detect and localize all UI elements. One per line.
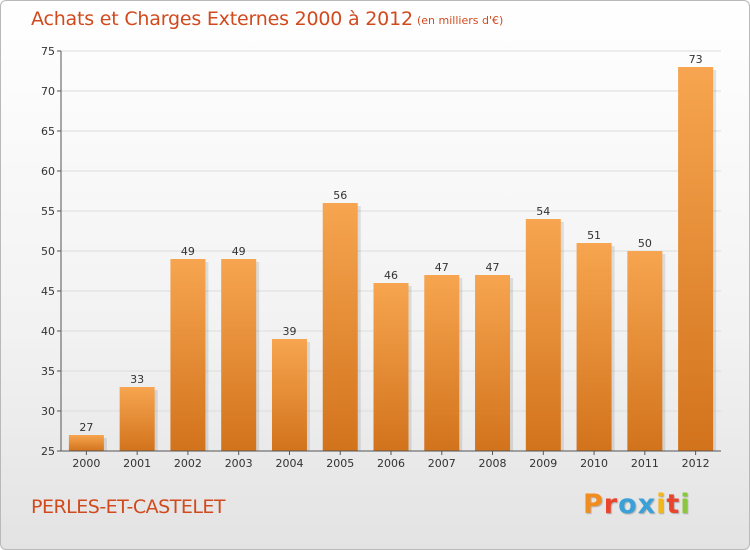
proxiti-logo[interactable]: Proxiti — [583, 489, 691, 520]
x-tick-label: 2004 — [275, 457, 303, 470]
y-tick-label: 45 — [41, 285, 55, 298]
x-tick-label: 2000 — [72, 457, 100, 470]
x-tick-label: 2010 — [580, 457, 608, 470]
data-label: 49 — [232, 245, 246, 258]
bar-2002 — [170, 259, 206, 451]
data-label: 33 — [130, 373, 144, 386]
logo-letter: t — [666, 489, 681, 520]
x-tick-label: 2007 — [428, 457, 456, 470]
bar-2007 — [424, 275, 460, 451]
data-label: 51 — [587, 229, 601, 242]
x-tick-label: 2005 — [326, 457, 354, 470]
chart-title: Achats et Charges Externes 2000 à 2012 — [31, 8, 413, 30]
logo-letter: i — [656, 489, 667, 520]
y-tick-label: 60 — [41, 165, 55, 178]
x-tick-label: 2006 — [377, 457, 405, 470]
bar-2012 — [678, 67, 714, 451]
data-label: 49 — [181, 245, 195, 258]
y-tick-label: 30 — [41, 405, 55, 418]
data-label: 56 — [333, 189, 347, 202]
x-tick-label: 2002 — [174, 457, 202, 470]
bar-2011 — [627, 251, 663, 451]
data-label: 50 — [638, 237, 652, 250]
x-tick-label: 2009 — [529, 457, 557, 470]
data-label: 47 — [486, 261, 500, 274]
y-tick-label: 50 — [41, 245, 55, 258]
x-tick-label: 2001 — [123, 457, 151, 470]
y-tick-label: 40 — [41, 325, 55, 338]
data-label: 73 — [689, 53, 703, 66]
x-tick-label: 2012 — [682, 457, 710, 470]
commune-name: PERLES-ET-CASTELET — [31, 496, 226, 518]
data-label: 46 — [384, 269, 398, 282]
bar-2003 — [221, 259, 257, 451]
bar-2008 — [475, 275, 511, 451]
bar-2009 — [525, 219, 561, 451]
y-tick-label: 55 — [41, 205, 55, 218]
y-tick-label: 35 — [41, 365, 55, 378]
logo-letter: i — [680, 489, 691, 520]
chart-unit: (en milliers d'€) — [417, 14, 504, 27]
logo-letter: r — [603, 489, 619, 520]
x-tick-label: 2003 — [225, 457, 253, 470]
y-tick-label: 25 — [41, 445, 55, 458]
x-tick-label: 2008 — [479, 457, 507, 470]
bar-2004 — [271, 339, 307, 451]
data-label: 47 — [435, 261, 449, 274]
y-tick-label: 70 — [41, 85, 55, 98]
x-tick-label: 2011 — [631, 457, 659, 470]
data-label: 54 — [536, 205, 550, 218]
y-tick-label: 65 — [41, 125, 55, 138]
bar-2006 — [373, 283, 409, 451]
logo-letter: P — [583, 489, 604, 520]
bar-2005 — [322, 203, 358, 451]
bar-2010 — [576, 243, 612, 451]
bar-2000 — [68, 435, 104, 451]
logo-letter: x — [637, 489, 657, 520]
data-label: 39 — [282, 325, 296, 338]
y-tick-label: 75 — [41, 45, 55, 58]
logo-letter: o — [618, 489, 638, 520]
data-label: 27 — [79, 421, 93, 434]
bar-2001 — [119, 387, 155, 451]
